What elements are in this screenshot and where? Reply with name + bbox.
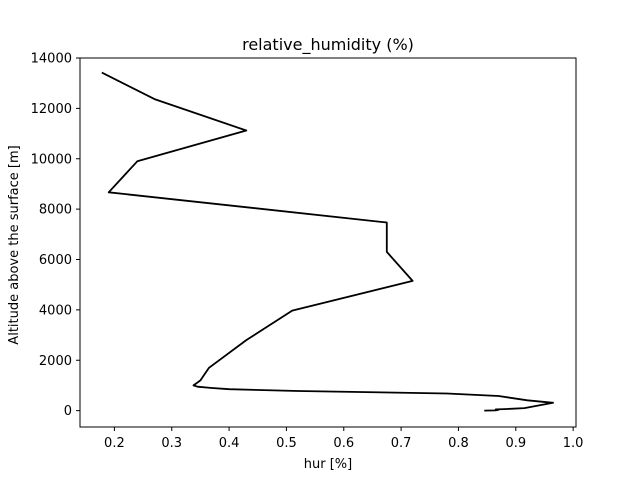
y-tick-label: 10000: [31, 152, 72, 167]
x-tick-label: 0.3: [161, 436, 182, 451]
x-tick-label: 1.0: [563, 436, 584, 451]
chart-title: relative_humidity (%): [242, 35, 414, 55]
x-tick-label: 0.2: [104, 436, 125, 451]
y-tick-label: 8000: [39, 203, 72, 218]
y-tick-label: 12000: [31, 102, 72, 117]
y-axis: 0 2000 4000 6000 8000 10000 12000 14000: [31, 52, 80, 419]
y-tick-label: 4000: [39, 303, 72, 318]
x-tick-label: 0.8: [448, 436, 469, 451]
y-tick-label: 2000: [39, 354, 72, 369]
x-tick-label: 0.9: [505, 436, 526, 451]
y-tick-label: 6000: [39, 253, 72, 268]
x-tick-label: 0.5: [276, 436, 297, 451]
y-tick-label: 0: [64, 404, 72, 419]
x-tick-label: 0.7: [391, 436, 412, 451]
x-axis-label: hur [%]: [304, 457, 352, 472]
y-axis-label: Altitude above the surface [m]: [7, 145, 22, 344]
x-tick-label: 0.4: [219, 436, 240, 451]
plot-area: [79, 57, 577, 428]
x-axis: 0.2 0.3 0.4 0.5 0.6 0.7 0.8 0.9 1.0: [104, 427, 583, 451]
y-tick-label: 14000: [31, 52, 72, 67]
plot-frame: [79, 57, 577, 428]
series-line: [101, 71, 554, 412]
x-tick-label: 0.6: [333, 436, 354, 451]
